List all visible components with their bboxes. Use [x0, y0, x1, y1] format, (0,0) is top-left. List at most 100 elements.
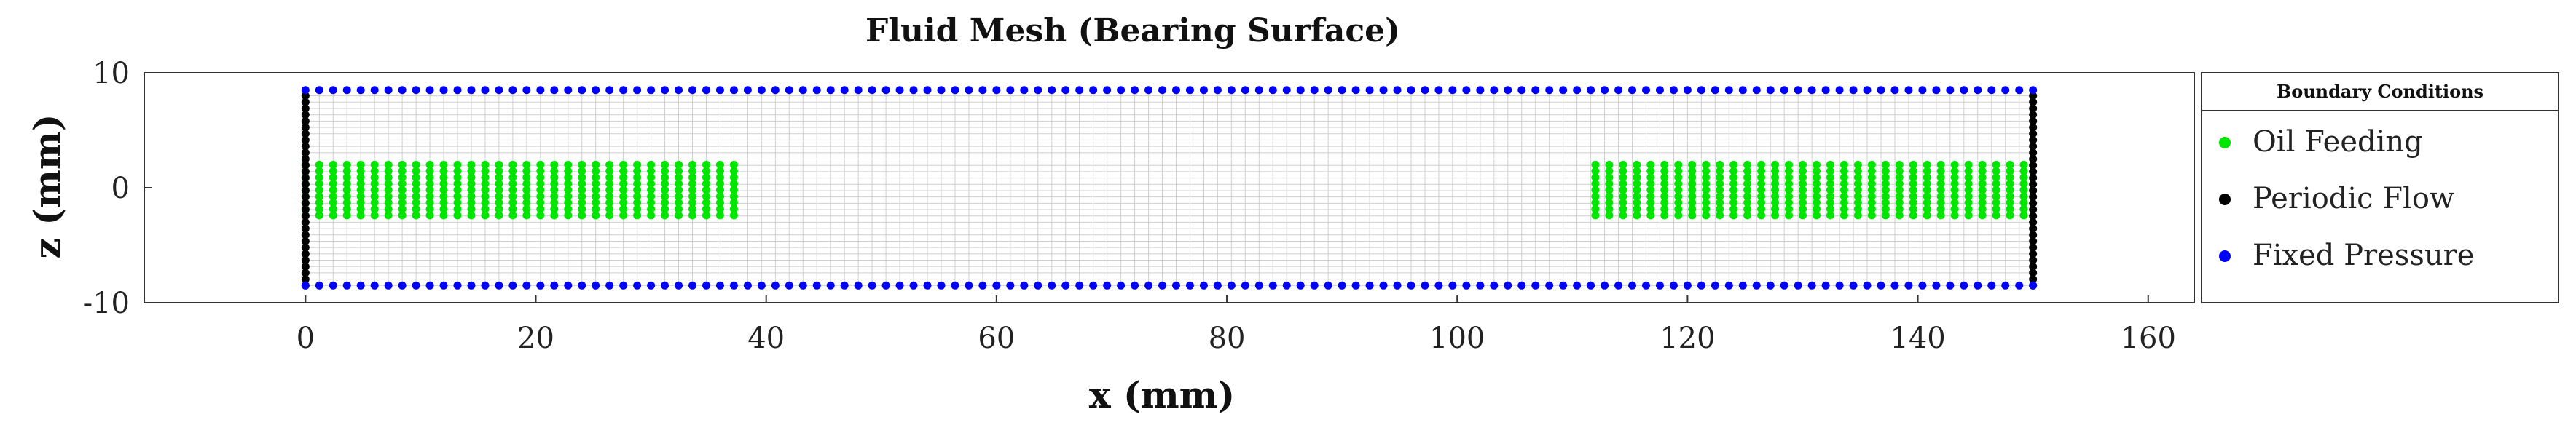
fixed-pressure-point	[1171, 281, 1180, 290]
fixed-pressure-point	[771, 86, 780, 95]
fixed-pressure-point	[1089, 86, 1098, 95]
oil-feeding-point	[619, 211, 628, 220]
oil-feeding-point	[1923, 179, 1931, 188]
oil-feeding-point	[508, 173, 517, 182]
periodic-flow-point	[301, 237, 310, 245]
oil-feeding-point	[1771, 179, 1780, 188]
fixed-pressure-point	[1048, 86, 1056, 95]
oil-feeding-point	[536, 199, 545, 207]
oil-feeding-point	[1812, 173, 1821, 182]
fixed-pressure-point	[1075, 86, 1084, 95]
oil-feeding-point	[1619, 211, 1627, 220]
fixed-pressure-point	[481, 86, 490, 95]
oil-feeding-point	[1674, 186, 1683, 194]
oil-feeding-point	[1674, 160, 1683, 169]
oil-feeding-point	[536, 211, 545, 220]
oil-feeding-point	[1729, 167, 1738, 175]
fixed-pressure-point	[743, 281, 752, 290]
oil-feeding-point	[1909, 160, 1917, 169]
oil-feeding-point	[1591, 204, 1600, 213]
oil-feeding-point	[467, 167, 476, 175]
fixed-pressure-point	[1738, 281, 1747, 290]
oil-feeding-point	[1826, 160, 1834, 169]
periodic-flow-point	[301, 224, 310, 233]
oil-feeding-point	[1853, 179, 1862, 188]
fixed-pressure-point	[1227, 86, 1236, 95]
y-tick-label: 0	[111, 172, 130, 205]
oil-feeding-point	[1688, 160, 1697, 169]
oil-feeding-point	[536, 179, 545, 188]
fixed-pressure-point	[1601, 86, 1609, 95]
oil-feeding-point	[1798, 192, 1807, 201]
oil-feeding-point	[1839, 211, 1848, 220]
oil-feeding-point	[1743, 192, 1752, 201]
oil-feeding-point	[1839, 173, 1848, 182]
fixed-pressure-point	[1697, 281, 1705, 290]
fixed-pressure-point	[550, 281, 559, 290]
oil-feeding-point	[1660, 186, 1669, 194]
fixed-pressure-point	[965, 86, 973, 95]
fixed-pressure-point	[1724, 86, 1733, 95]
oil-feeding-point	[1853, 192, 1862, 201]
oil-feeding-point	[315, 204, 323, 213]
oil-feeding-point	[1839, 186, 1848, 194]
fixed-pressure-point	[1061, 86, 1070, 95]
oil-feeding-point	[1992, 211, 2000, 220]
fixed-pressure-point	[2001, 86, 2010, 95]
fixed-pressure-point	[1227, 281, 1236, 290]
periodic-flow-point	[301, 243, 310, 252]
oil-feeding-point	[1853, 211, 1862, 220]
fixed-pressure-point	[854, 86, 863, 95]
fixed-pressure-point	[1559, 86, 1568, 95]
fixed-pressure-point	[1517, 86, 1526, 95]
fixed-pressure-point	[329, 86, 337, 95]
oil-feeding-point	[1798, 167, 1807, 175]
oil-feeding-point	[1716, 173, 1724, 182]
periodic-flow-point	[2029, 275, 2038, 284]
oil-feeding-point	[592, 160, 600, 169]
oil-feeding-point	[702, 179, 710, 188]
oil-feeding-point	[425, 167, 434, 175]
oil-feeding-point	[729, 211, 738, 220]
oil-feeding-point	[536, 192, 545, 201]
axis-ticks: 0 20 40 60 80 100 120 140 160 -10 0 10	[83, 57, 2176, 355]
fixed-pressure-point	[564, 281, 573, 290]
oil-feeding-point	[564, 179, 573, 188]
oil-feeding-point	[715, 211, 724, 220]
oil-feeding-point	[1950, 160, 1959, 169]
periodic-flow-point	[301, 104, 310, 113]
fixed-pressure-point	[1131, 86, 1139, 95]
oil-feeding-point	[564, 167, 573, 175]
oil-feeding-point	[550, 186, 559, 194]
oil-feeding-point	[1964, 211, 1973, 220]
fixed-pressure-point	[675, 281, 683, 290]
fixed-pressure-point	[1960, 86, 1968, 95]
oil-feeding-point	[550, 160, 559, 169]
oil-feeding-point	[1743, 160, 1752, 169]
oil-feeding-point	[1798, 211, 1807, 220]
fixed-pressure-point	[1573, 86, 1582, 95]
oil-feeding-point	[1591, 167, 1600, 175]
fixed-pressure-point	[1559, 281, 1568, 290]
periodic-flow-point	[301, 199, 310, 207]
oil-feeding-point	[578, 199, 586, 207]
oil-feeding-point	[1619, 204, 1627, 213]
oil-feeding-point	[412, 179, 420, 188]
fixed-pressure-point	[1545, 281, 1554, 290]
oil-feeding-point	[1992, 160, 2000, 169]
fixed-pressure-point	[1117, 86, 1126, 95]
oil-feeding-point	[1646, 199, 1655, 207]
oil-feeding-point	[1909, 204, 1917, 213]
oil-feeding-point	[1826, 199, 1834, 207]
oil-feeding-point	[1964, 192, 1973, 201]
fixed-pressure-point	[661, 86, 669, 95]
oil-feeding-point	[481, 211, 490, 220]
oil-feeding-point	[1936, 160, 1945, 169]
oil-feeding-point	[384, 179, 393, 188]
oil-feeding-point	[2006, 211, 2014, 220]
fixed-pressure-point	[1365, 86, 1374, 95]
periodic-flow-point	[2029, 224, 2038, 233]
fixed-pressure-point	[1296, 86, 1305, 95]
oil-feeding-point	[1688, 204, 1697, 213]
oil-feeding-point	[1812, 211, 1821, 220]
